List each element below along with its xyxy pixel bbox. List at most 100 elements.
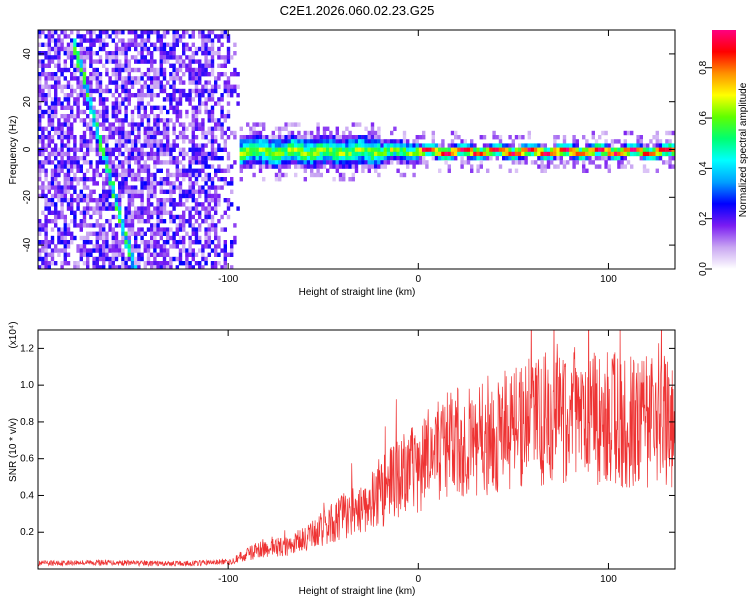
- heat-cell-2419: [274, 177, 279, 182]
- heat-cell-1067: [124, 135, 128, 140]
- heat-cell-1428: [153, 126, 157, 131]
- heat-cell-1760: [182, 59, 186, 64]
- freq-tick-label-2: 0: [22, 146, 33, 152]
- heat-cell-668: [92, 122, 96, 127]
- heat-cell-625: [89, 80, 93, 85]
- heat-cell-2202: [220, 114, 224, 119]
- heat-cell-583: [86, 84, 90, 89]
- heat-cell-582: [86, 80, 90, 85]
- heat-cell-2091: [210, 46, 215, 52]
- heat-cell-3036: [546, 156, 551, 161]
- heat-cell-2543: [316, 130, 320, 136]
- heat-cell-1462: [156, 76, 160, 81]
- heat-cell-3169: [620, 164, 624, 169]
- heat-cell-2476: [294, 143, 298, 148]
- heat-cell-2346: [252, 143, 256, 148]
- heat-cell-816: [105, 84, 109, 89]
- heat-cell-1839: [188, 181, 192, 186]
- heat-cell-1350: [146, 151, 151, 157]
- heat-cell-2317: [242, 147, 247, 152]
- heat-cell-3096: [582, 156, 586, 161]
- heat-cell-1641: [169, 261, 173, 266]
- heat-cell-2963: [502, 156, 506, 161]
- heat-cell-2470: [290, 151, 295, 157]
- heat-cell-2757: [386, 151, 391, 157]
- heat-cell-976: [118, 93, 122, 98]
- heat-cell-260: [57, 181, 61, 186]
- colorbar-tick-label-4: 0.8: [698, 60, 709, 74]
- heat-cell-2171: [217, 97, 221, 102]
- heat-cell-2805: [409, 151, 413, 157]
- heat-cell-2825: [418, 147, 423, 152]
- heat-cell-33: [38, 227, 42, 232]
- heat-cell-1719: [178, 55, 183, 60]
- heat-cell-4: [38, 59, 42, 64]
- heat-cell-2617: [338, 160, 343, 165]
- heat-cell-1671: [172, 185, 176, 190]
- heat-cell-363: [66, 114, 71, 119]
- heat-cell-3013: [534, 147, 538, 152]
- heat-cell-1679: [172, 235, 176, 241]
- heat-cell-741: [98, 101, 103, 106]
- heat-cell-779: [102, 118, 106, 123]
- heat-cell-549: [82, 109, 87, 115]
- heat-cell-1512: [159, 143, 163, 148]
- heat-cell-2378: [262, 147, 266, 152]
- heat-cell-661: [92, 76, 96, 81]
- heat-cell-3006: [527, 147, 531, 152]
- heat-cell-3062: [562, 139, 567, 144]
- heat-cell-256: [57, 160, 61, 165]
- heat-cell-1829: [188, 101, 192, 106]
- heat-cell-2166: [217, 55, 221, 60]
- heat-cell-1455: [153, 265, 157, 269]
- heat-cell-407: [70, 114, 74, 119]
- heat-cell-2509: [303, 164, 307, 169]
- heat-cell-2264: [226, 181, 231, 186]
- heat-cell-1861: [191, 67, 195, 73]
- heat-cell-182: [50, 193, 55, 199]
- heat-cell-351: [66, 34, 71, 39]
- heat-cell-2320: [242, 160, 247, 165]
- heat-cell-2191: [217, 261, 221, 266]
- heat-cell-1128: [127, 235, 131, 241]
- heat-cell-2119: [210, 198, 215, 203]
- heat-cell-2220: [223, 63, 227, 68]
- heat-cell-1229: [137, 135, 141, 140]
- heat-cell-763: [98, 244, 103, 249]
- heat-cell-3154: [614, 139, 618, 144]
- heat-cell-1570: [162, 248, 167, 253]
- snr-tick-label-5: 1.2: [20, 343, 34, 354]
- heat-cell-2164: [217, 46, 221, 52]
- heat-cell-469: [76, 63, 80, 68]
- heat-cell-1852: [188, 252, 192, 257]
- heat-cell-1571: [162, 252, 167, 257]
- heat-cell-337: [63, 193, 67, 199]
- heat-cell-2619: [338, 172, 343, 178]
- heat-cell-969: [118, 51, 122, 56]
- heat-cell-1740: [178, 185, 183, 190]
- heat-cell-2293: [233, 135, 237, 140]
- heat-cell-1779: [182, 193, 186, 199]
- heat-cell-2182: [217, 185, 221, 190]
- heat-cell-221: [54, 177, 58, 182]
- heat-cell-1030: [121, 164, 125, 169]
- heat-cell-2021: [204, 88, 208, 94]
- heat-cell-2680: [361, 135, 365, 140]
- heat-cell-1144: [130, 109, 135, 115]
- heat-cell-2313: [239, 177, 243, 182]
- heat-cell-3127: [598, 151, 602, 157]
- heat-cell-125: [47, 72, 51, 77]
- heat-cell-1129: [127, 240, 131, 245]
- heat-cell-1755: [182, 30, 186, 35]
- heat-cell-605: [86, 223, 90, 228]
- heat-cell-1870: [191, 118, 195, 123]
- heat-cell-710: [95, 168, 99, 173]
- heat-cell-1850: [188, 244, 192, 249]
- heat-cell-2294: [233, 160, 237, 165]
- heat-cell-2498: [300, 156, 304, 161]
- heat-cell-1857: [191, 42, 195, 47]
- heat-cell-2517: [306, 151, 311, 157]
- heat-cell-9: [38, 84, 42, 89]
- heat-cell-592: [86, 139, 90, 144]
